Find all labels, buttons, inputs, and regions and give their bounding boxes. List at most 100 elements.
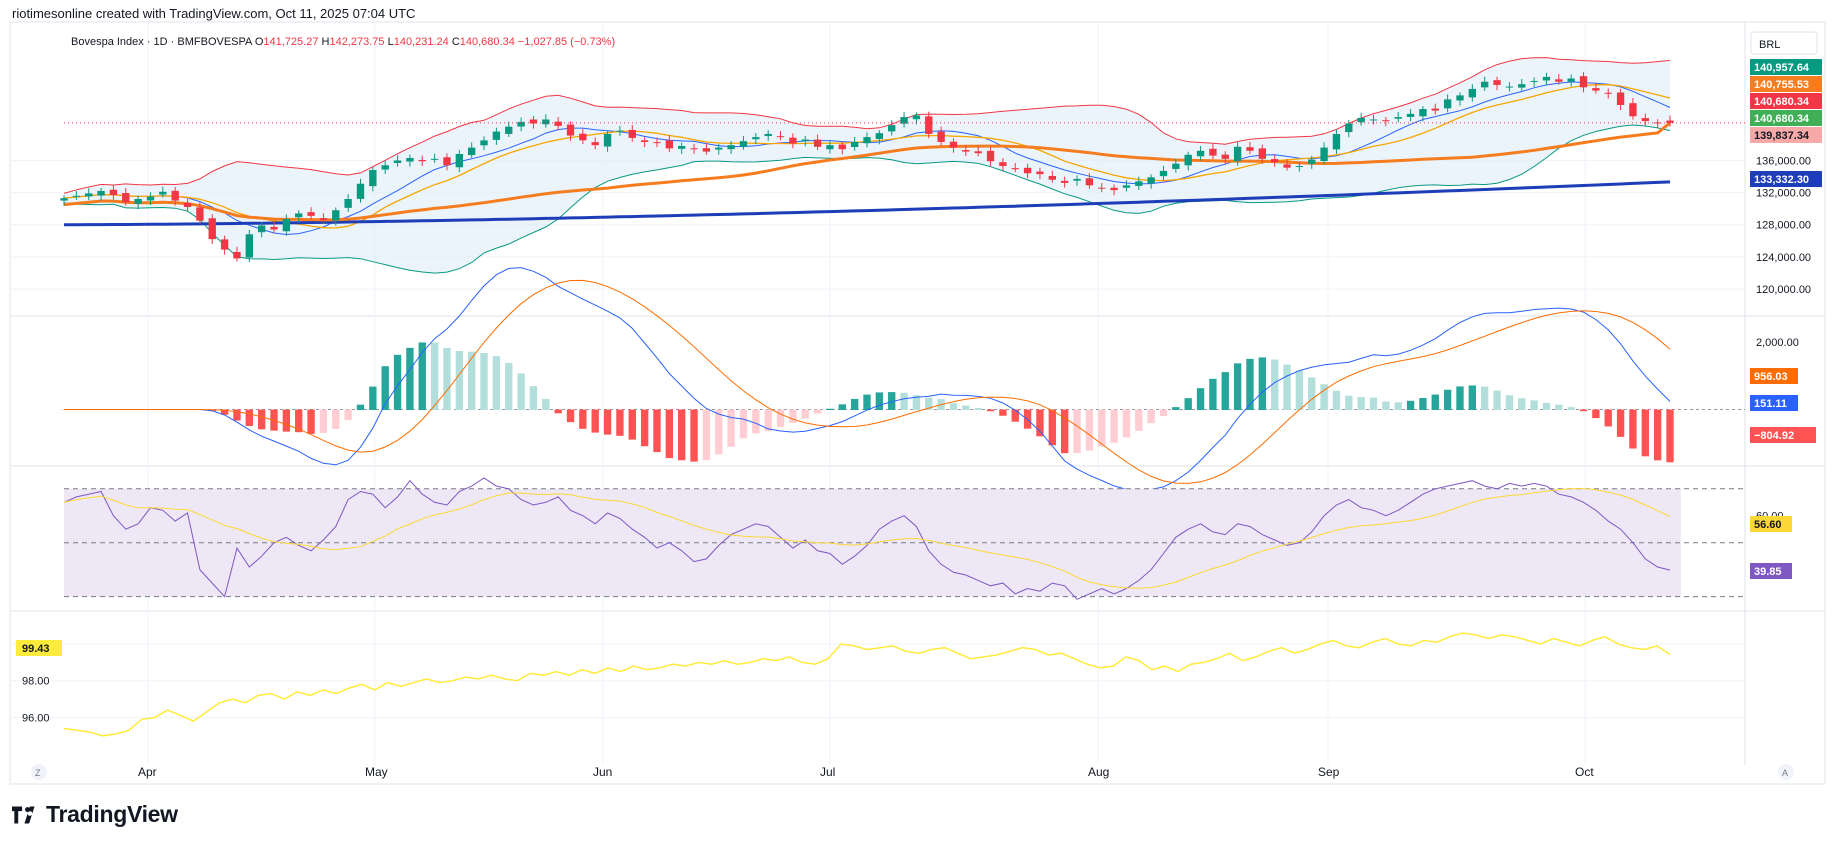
currency-selector [1750, 31, 1818, 55]
candle-body [1308, 159, 1316, 164]
candle-body [1258, 148, 1267, 159]
histogram-bar [1295, 370, 1304, 411]
candle-body [1023, 167, 1032, 174]
candle-body [1641, 118, 1649, 122]
candle-body [1147, 177, 1155, 184]
histogram-bar [925, 397, 933, 411]
histogram-bar [591, 409, 599, 433]
histogram-bar [1147, 409, 1155, 424]
candle-body [1098, 187, 1106, 189]
auto-scale-button-label: A [1782, 768, 1788, 778]
histogram-bar [1567, 407, 1575, 411]
candle-body [1060, 180, 1069, 183]
candle-body [1530, 80, 1538, 82]
candle-body [1085, 178, 1094, 186]
histogram-bar [1505, 395, 1514, 411]
histogram-bar [1481, 386, 1489, 411]
histogram-bar [715, 409, 723, 455]
price-legend: Bovespa Index · 1D · BMFBOVESPA O141,725… [71, 36, 615, 48]
histogram-bar [640, 409, 649, 447]
histogram-bar [1493, 390, 1501, 411]
histogram-bar [826, 408, 834, 411]
candle-body [690, 148, 698, 150]
histogram-bar [542, 398, 550, 411]
candle-body [307, 212, 315, 216]
candle-body [1505, 86, 1514, 88]
histogram-bar [282, 409, 291, 432]
histogram-bar [332, 409, 340, 429]
tradingview-logo-icon [12, 805, 35, 824]
macd-badge-label: 956.03 [1754, 371, 1788, 383]
histogram-bar [295, 409, 303, 433]
histogram-bar [616, 409, 624, 436]
candle-body [715, 147, 723, 150]
timezone-button [31, 764, 47, 780]
histogram-bar [319, 409, 328, 433]
histogram-bar [1233, 363, 1242, 411]
price-badge [1750, 59, 1822, 75]
candle-body [196, 207, 204, 221]
candle-body [257, 225, 266, 233]
macd-badge [1750, 368, 1798, 384]
histogram-bar [344, 409, 352, 421]
candle-body [517, 121, 525, 127]
candle-body [888, 125, 896, 132]
histogram-bar [665, 409, 674, 459]
histogram-bar [1122, 409, 1131, 438]
macd-badge [1750, 395, 1798, 411]
candle-body [122, 193, 130, 203]
histogram-bar [529, 386, 538, 411]
histogram-bar [1246, 358, 1254, 411]
ratio-badge-label: 99.43 [22, 643, 50, 655]
histogram-bar [1085, 409, 1094, 451]
candle-body [344, 198, 352, 208]
histogram-bar [1443, 389, 1452, 411]
histogram-bar [628, 409, 636, 440]
ratio-axis-tick: 96.00 [22, 712, 50, 724]
candles [60, 72, 1674, 263]
candle-body [1518, 84, 1526, 88]
candle-body [850, 141, 859, 147]
candle-body [1011, 168, 1019, 170]
candle-body [245, 234, 253, 258]
candle-body [1616, 92, 1625, 106]
candle-body [1196, 150, 1205, 157]
candle-body [319, 218, 328, 220]
macd-axis-tick: 2,000.00 [1756, 337, 1799, 349]
candle-body [406, 158, 414, 162]
candle-body [1629, 103, 1637, 117]
tradingview-logo[interactable]: TradingView [12, 801, 178, 828]
candle-body [653, 142, 661, 144]
candle-body [1431, 108, 1439, 111]
histogram-bar [418, 342, 426, 411]
candle-body [863, 137, 871, 144]
time-axis-tick: Jun [593, 765, 612, 779]
histogram-bar [1345, 395, 1353, 411]
histogram-bar [1270, 359, 1279, 411]
price-badge [1750, 127, 1822, 143]
histogram-bar [838, 404, 846, 411]
candle-body [1653, 122, 1662, 124]
rsi-ma-badge-label: 56.60 [1754, 519, 1782, 531]
candle-body [566, 124, 575, 136]
price-badge [1750, 110, 1822, 126]
candle-body [430, 158, 439, 160]
tradingview-wordmark: TradingView [46, 801, 178, 827]
candle-body [1283, 164, 1291, 168]
candle-body [1369, 119, 1378, 121]
histogram-bar [1308, 377, 1316, 411]
histogram-bar [653, 409, 661, 453]
histogram-bar [492, 356, 501, 411]
macd-line [64, 267, 1671, 492]
candle-body [937, 131, 945, 142]
histogram-bar [455, 351, 464, 411]
histogram-bar [1332, 390, 1341, 411]
histogram-bar [1159, 409, 1168, 416]
candle-body [480, 140, 488, 146]
price-axis-tick: 124,000.00 [1756, 252, 1811, 264]
candle-body [640, 140, 649, 142]
candle-body [1382, 120, 1390, 122]
candle-body [1555, 79, 1563, 82]
candle-body [1073, 178, 1081, 181]
